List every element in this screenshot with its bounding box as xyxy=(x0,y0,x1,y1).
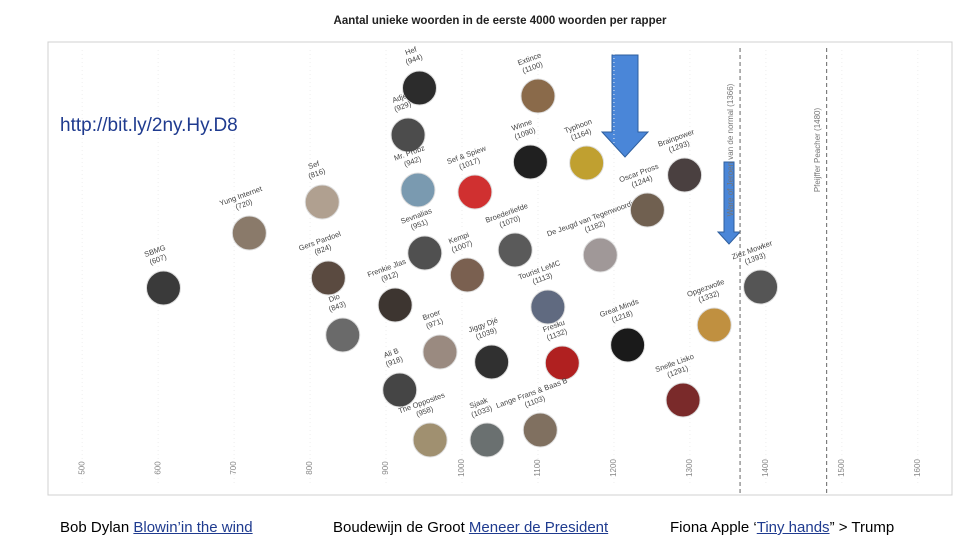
link[interactable]: Meneer de President xyxy=(468,519,609,536)
caption: Bob Dylan Blowin’in the wind xyxy=(60,519,253,536)
rapper-photo xyxy=(412,422,448,458)
rapper-photo xyxy=(422,334,458,370)
x-tick-label: 800 xyxy=(305,461,314,475)
rapper-name: Dio xyxy=(327,292,341,304)
rapper-photo xyxy=(512,144,548,180)
rapper-photo xyxy=(469,422,505,458)
rapper-photo xyxy=(743,269,779,305)
rapper-photo xyxy=(696,307,732,343)
reference-label: Ware of Jeroen van de normal (1366) xyxy=(726,83,735,216)
chart: Aantal unieke woorden in de eerste 4000 … xyxy=(47,15,953,496)
rapper-photo xyxy=(407,235,443,271)
arrow xyxy=(716,161,742,245)
rapper-photo xyxy=(382,372,418,408)
x-tick-label: 1500 xyxy=(837,459,846,477)
reference-label: Pfeijffer Peacher (1480) xyxy=(813,107,822,192)
rapper-photo xyxy=(231,215,267,251)
x-tick-label: 1400 xyxy=(761,459,770,477)
link[interactable]: Blowin’in the wind xyxy=(133,519,253,536)
rapper-photo xyxy=(457,174,493,210)
rapper-photo xyxy=(325,317,361,353)
rapper-photo xyxy=(530,289,566,325)
x-tick-label: 1600 xyxy=(913,459,922,477)
rapper-photo xyxy=(544,345,580,381)
rapper-photo xyxy=(401,70,437,106)
x-tick-label: 1100 xyxy=(533,459,542,477)
caption-text: Bob Dylan xyxy=(60,519,134,536)
caption-text: Boudewijn de Groot xyxy=(333,519,469,536)
rapper-name: Sef xyxy=(307,158,322,171)
rapper-photo xyxy=(520,78,556,114)
link[interactable]: Tiny hands xyxy=(756,519,830,536)
rapper-photo xyxy=(610,327,646,363)
rapper-photo xyxy=(310,260,346,296)
x-tick-label: 1200 xyxy=(609,459,618,477)
rapper-photo xyxy=(629,192,665,228)
x-tick-label: 500 xyxy=(77,461,86,475)
rapper-photo xyxy=(377,287,413,323)
x-tick-label: 1300 xyxy=(685,459,694,477)
rapper-photo xyxy=(304,184,340,220)
url[interactable]: http://bit.ly/2ny.Hy.D8 xyxy=(60,115,238,136)
plot-frame xyxy=(47,41,953,496)
rapper-name: Hef xyxy=(404,44,419,57)
caption-text: ” > Trump xyxy=(829,519,895,536)
rapper-photo xyxy=(665,382,701,418)
rapper-photo xyxy=(474,344,510,380)
rapper-photo xyxy=(522,412,558,448)
x-tick-label: 1000 xyxy=(457,459,466,477)
caption-text: Fiona Apple ‘ xyxy=(670,519,757,536)
chart-title: Aantal unieke woorden in de eerste 4000 … xyxy=(334,15,667,27)
rapper-photo xyxy=(400,172,436,208)
caption: Fiona Apple ‘Tiny hands” > Trump xyxy=(670,519,894,536)
rapper-photo xyxy=(449,257,485,293)
rapper-photo xyxy=(390,117,426,153)
rapper-photo xyxy=(569,145,605,181)
arrow xyxy=(600,54,650,158)
rapper-photo xyxy=(497,232,533,268)
rapper-photo xyxy=(667,157,703,193)
rapper-photo xyxy=(145,270,181,306)
caption: Boudewijn de Groot Meneer de President xyxy=(333,519,608,536)
x-tick-label: 700 xyxy=(229,461,238,475)
x-tick-label: 900 xyxy=(381,461,390,475)
rapper-photo xyxy=(582,237,618,273)
x-tick-label: 600 xyxy=(153,461,162,475)
